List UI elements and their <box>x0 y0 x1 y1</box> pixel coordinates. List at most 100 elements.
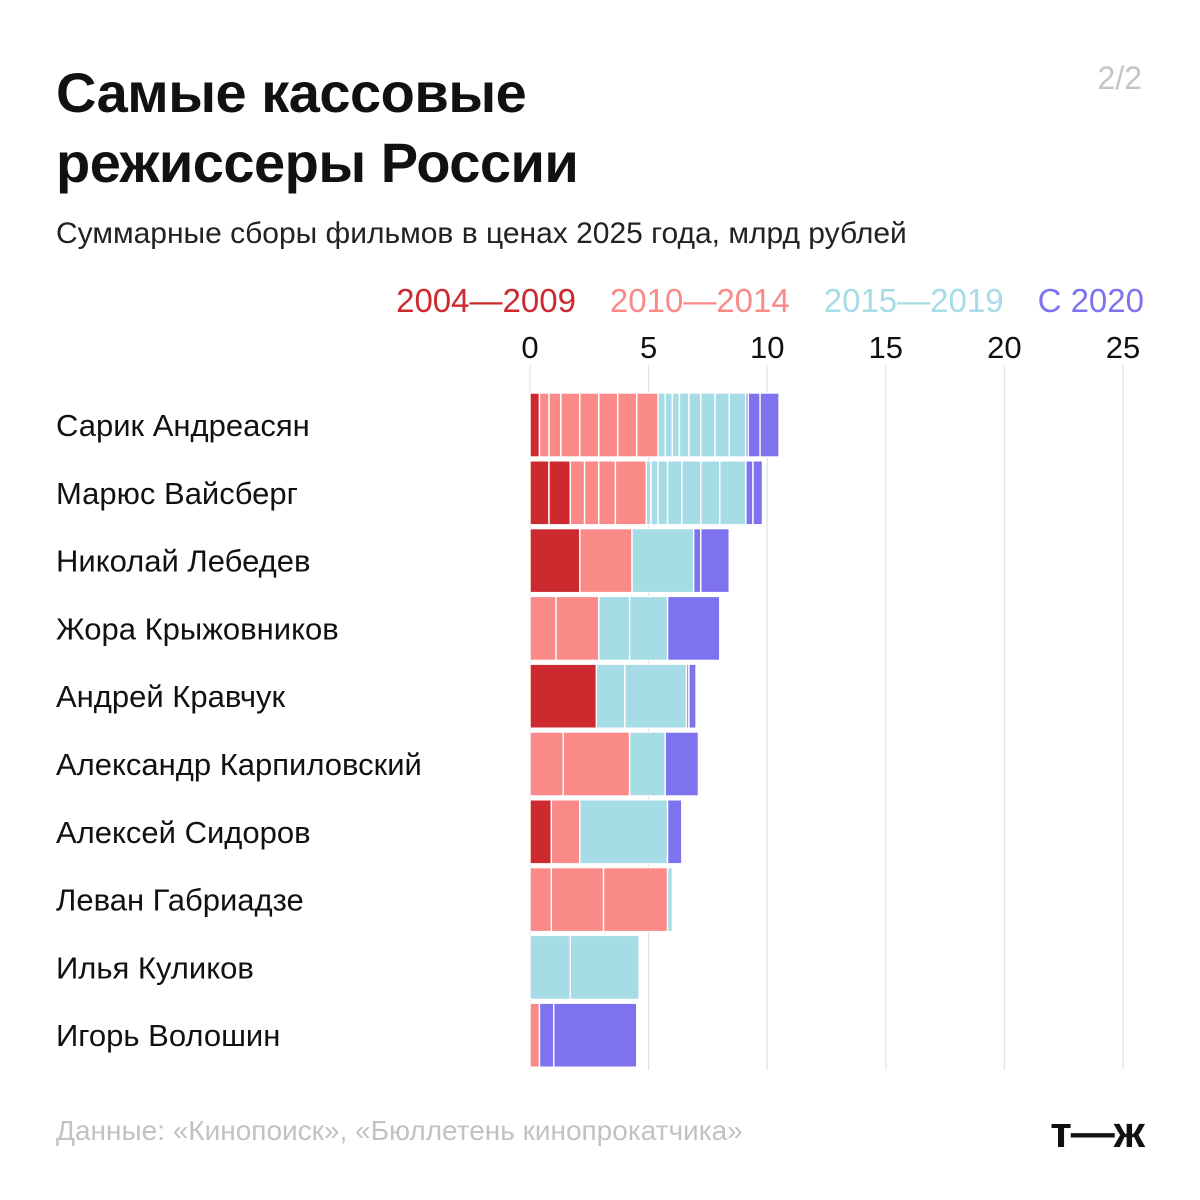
x-tick-label-5: 5 <box>640 330 657 365</box>
bar-segment-p2 <box>562 731 631 797</box>
bar-segment-p2 <box>617 392 638 458</box>
bar-segment-p2 <box>550 799 581 865</box>
category-label: Илья Куликов <box>56 950 254 985</box>
bar-stack <box>529 392 780 458</box>
bar-segment-p3 <box>700 392 716 458</box>
x-tick-label-0: 0 <box>521 330 538 365</box>
legend-item-2015-2019: 2015—2019 <box>823 282 1004 319</box>
bar-segment-p3 <box>595 663 626 729</box>
legend-item-2004-2009: 2004—2009 <box>396 282 576 319</box>
bar-segment-p3 <box>728 392 747 458</box>
bar-segment-p2 <box>614 460 647 526</box>
x-tick-label-15: 15 <box>869 330 903 365</box>
legend: 2004—2009 2010—2014 2015—2019 С 2020 <box>396 281 1144 321</box>
brand-logo: т—ж <box>1050 1108 1145 1157</box>
bar-segment-p4 <box>747 392 761 458</box>
bar-segment-p3 <box>650 460 659 526</box>
category-label: Александр Карпиловский <box>56 747 422 782</box>
bar-segment-p3 <box>598 595 631 662</box>
bar-segment-p3 <box>529 934 572 1001</box>
bar-segment-p1 <box>529 799 553 865</box>
bar-chart: 0 5 10 15 20 25 Сарик Андреасян Марюс Вайсберг… <box>56 330 1140 1070</box>
bar-stack <box>529 731 700 797</box>
bar-segment-p4 <box>688 663 697 729</box>
bar-stack <box>529 934 640 1001</box>
bar-segment-p2 <box>560 392 581 458</box>
bar-segment-p2 <box>529 595 557 662</box>
bar-segment-p2 <box>550 866 605 933</box>
bar-segment-p2 <box>548 392 562 458</box>
bar-stack <box>529 866 674 933</box>
bar-segment-p3 <box>714 392 730 458</box>
category-label: Марюс Вайсберг <box>56 476 298 511</box>
bar-stack <box>529 527 730 594</box>
bar-segment-p3 <box>631 527 695 594</box>
bar-segment-p4 <box>692 527 702 594</box>
bar-segment-p3 <box>700 460 721 526</box>
bar-segment-p4 <box>759 392 780 458</box>
bar-segment-p2 <box>636 392 659 458</box>
bar-segment-p3 <box>664 392 674 458</box>
category-label: Андрей Кравчук <box>56 679 286 714</box>
bar-segment-p2 <box>598 460 617 526</box>
x-tick-label-10: 10 <box>750 330 784 365</box>
bar-segment-p3 <box>666 460 683 526</box>
bar-segment-p4 <box>745 460 754 526</box>
chart-subtitle: Суммарные сборы фильмов в ценах 2025 год… <box>56 217 907 250</box>
bar-segment-p3 <box>657 460 669 526</box>
bar-segment-p1 <box>529 392 541 458</box>
title-line-2: режиссеры России <box>56 131 579 194</box>
bar-segment-p4 <box>666 799 683 865</box>
bar-segment-p1 <box>548 460 572 526</box>
bar-segment-p4 <box>700 527 730 594</box>
bar-segment-p2 <box>569 460 586 526</box>
bar-segment-p3 <box>719 460 747 526</box>
legend-item-2020: С 2020 <box>1037 282 1144 319</box>
page-indicator: 2/2 <box>1097 60 1142 96</box>
bar-segment-p4 <box>664 731 700 797</box>
bar-stack <box>529 595 721 662</box>
bar-segment-p3 <box>628 595 669 662</box>
bar-segment-p4 <box>553 1002 638 1068</box>
bar-segment-p3 <box>671 392 681 458</box>
bar-segment-p3 <box>657 392 666 458</box>
bar-segment-p2 <box>579 392 600 458</box>
bar-segment-p2 <box>602 866 669 933</box>
bar-segment-p3 <box>645 460 652 526</box>
bar-stack <box>529 1002 638 1068</box>
bar-segment-p3 <box>569 934 640 1001</box>
bar-segment-p4 <box>666 595 721 662</box>
category-label: Сарик Андреасян <box>56 408 310 443</box>
category-label: Алексей Сидоров <box>56 815 311 850</box>
x-tick-label-25: 25 <box>1106 330 1140 365</box>
bar-segment-p4 <box>538 1002 555 1068</box>
category-label: Жора Крыжовников <box>56 611 339 646</box>
bar-segment-p3 <box>678 392 690 458</box>
bar-segment-p3 <box>624 663 688 729</box>
bar-segment-p1 <box>529 663 598 729</box>
x-tick-label-20: 20 <box>987 330 1021 365</box>
category-label: Леван Габриадзе <box>56 883 304 918</box>
legend-item-2010-2014: 2010—2014 <box>609 282 790 319</box>
bar-segment-p2 <box>579 527 633 594</box>
bar-segment-p2 <box>583 460 600 526</box>
chart-title: Самые кассовые режиссеры России <box>56 58 956 198</box>
category-label: Николай Лебедев <box>56 544 310 579</box>
bar-stack <box>529 663 697 729</box>
bar-segment-p2 <box>529 866 553 933</box>
bar-segment-p2 <box>529 731 564 797</box>
bar-segment-p2 <box>555 595 600 662</box>
bar-segment-p2 <box>529 1002 541 1068</box>
bar-segment-p2 <box>538 392 550 458</box>
bar-segment-p4 <box>752 460 764 526</box>
source-note: Данные: «Кинопоиск», «Бюллетень кинопрок… <box>56 1115 743 1146</box>
bar-segment-p2 <box>598 392 619 458</box>
bar-segment-p3 <box>681 460 702 526</box>
title-line-1: Самые кассовые <box>56 61 527 124</box>
bar-segment-p1 <box>529 527 581 594</box>
bar-segment-p3 <box>666 866 674 933</box>
bar-segment-p1 <box>529 460 550 526</box>
bar-segment-p3 <box>688 392 702 458</box>
bar-segment-p3 <box>579 799 669 865</box>
bar-segment-p3 <box>628 731 666 797</box>
